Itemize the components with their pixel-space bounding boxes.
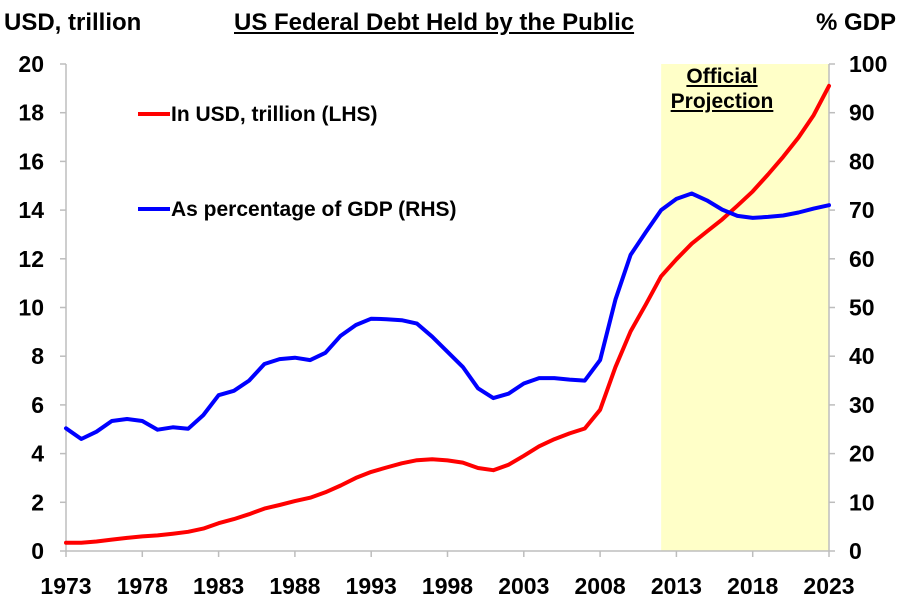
right-tick-label: 40 <box>849 343 875 369</box>
left-tick-label: 0 <box>31 538 44 564</box>
left-tick-label: 10 <box>18 295 44 321</box>
chart-title: US Federal Debt Held by the Public <box>234 9 635 36</box>
left-tick-label: 18 <box>18 100 44 126</box>
right-tick-label: 10 <box>849 489 875 515</box>
x-tick-label: 1993 <box>346 573 397 599</box>
right-tick-label: 60 <box>849 246 875 272</box>
right-tick-label: 100 <box>849 51 887 77</box>
x-tick-label: 2023 <box>803 573 854 599</box>
x-tick-label: 1978 <box>117 573 168 599</box>
x-tick-label: 2003 <box>498 573 549 599</box>
right-axis-unit-label: % GDP <box>815 9 896 36</box>
right-tick-label: 0 <box>849 538 862 564</box>
left-tick-label: 14 <box>18 197 44 223</box>
left-tick-label: 4 <box>31 441 44 467</box>
left-tick-label: 16 <box>18 148 44 174</box>
x-tick-label: 2008 <box>575 573 626 599</box>
right-tick-label: 50 <box>849 295 875 321</box>
left-tick-label: 8 <box>31 343 44 369</box>
left-tick-label: 6 <box>31 392 44 418</box>
right-tick-label: 30 <box>849 392 875 418</box>
x-tick-label: 2018 <box>727 573 778 599</box>
left-axis-unit-label: USD, trillion <box>4 9 142 36</box>
legend-label-usd: In USD, trillion (LHS) <box>171 103 377 126</box>
x-tick-label: 1983 <box>193 573 244 599</box>
right-tick-label: 90 <box>849 100 875 126</box>
projection-annotation-line1: Official <box>686 65 758 88</box>
x-tick-label: 1973 <box>40 573 91 599</box>
projection-shade <box>661 64 829 551</box>
right-tick-label: 20 <box>849 441 875 467</box>
legend-label-gdp: As percentage of GDP (RHS) <box>171 198 457 221</box>
right-tick-label: 80 <box>849 148 875 174</box>
left-tick-label: 12 <box>18 246 44 272</box>
left-tick-label: 2 <box>31 489 44 515</box>
series-line-gdp <box>64 191 831 441</box>
projection-annotation: Official Projection <box>662 64 782 114</box>
x-tick-label: 1988 <box>269 573 320 599</box>
right-tick-label: 70 <box>849 197 875 223</box>
x-tick-label: 1998 <box>422 573 473 599</box>
x-tick-label: 2013 <box>651 573 702 599</box>
projection-annotation-line2: Projection <box>670 90 774 113</box>
left-tick-label: 20 <box>18 51 44 77</box>
series-line-usd <box>64 83 831 545</box>
